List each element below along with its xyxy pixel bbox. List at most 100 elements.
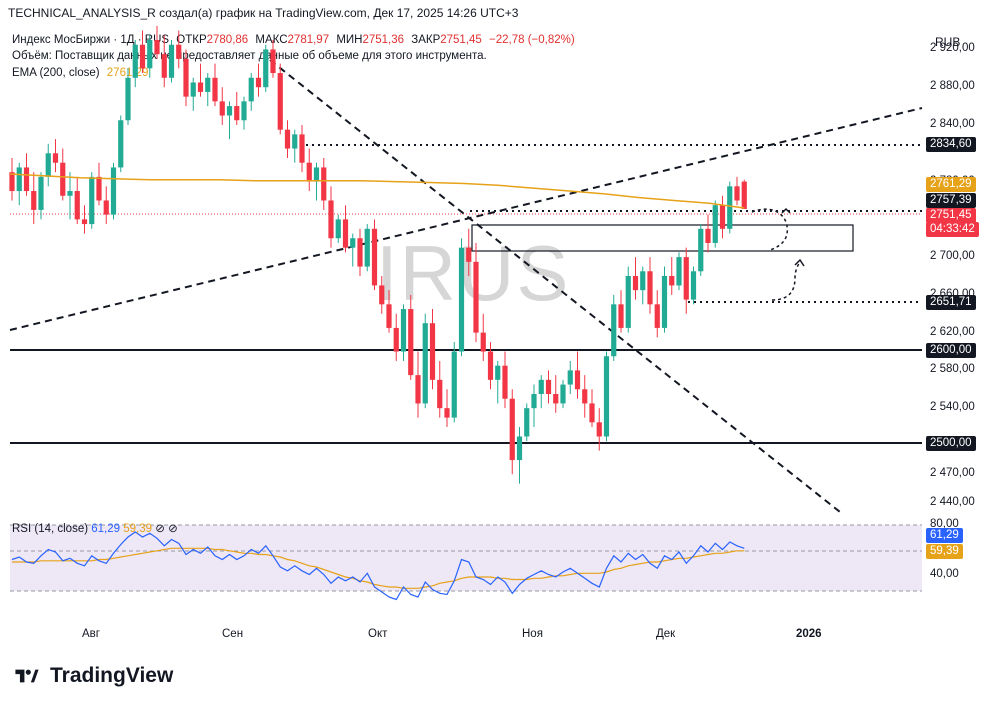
candle-body[interactable] — [727, 186, 733, 229]
candle-body[interactable] — [437, 379, 443, 409]
candle-body[interactable] — [661, 276, 668, 328]
candle-body[interactable] — [9, 172, 15, 192]
rsi-legend[interactable]: RSI (14, close) 61,29 59,39 ⊘ ⊘ — [12, 521, 178, 535]
candle-body[interactable] — [538, 379, 544, 394]
candle-body[interactable] — [313, 167, 320, 182]
candle-body[interactable] — [379, 285, 385, 305]
candle-body[interactable] — [31, 191, 37, 210]
candle-body[interactable] — [197, 82, 204, 92]
candle-body[interactable] — [676, 257, 682, 286]
candle-body[interactable] — [67, 191, 73, 196]
candle-body[interactable] — [147, 40, 153, 69]
candle-body[interactable] — [466, 247, 472, 262]
candle-body[interactable] — [350, 238, 356, 248]
rsi-ma-line[interactable] — [12, 547, 745, 589]
candle-body[interactable] — [132, 44, 138, 78]
candle-body[interactable] — [270, 49, 276, 74]
candle-body[interactable] — [574, 370, 581, 390]
candle-body[interactable] — [386, 304, 392, 328]
candle-body[interactable] — [110, 167, 117, 215]
candle-body[interactable] — [226, 106, 233, 116]
candle-body[interactable] — [524, 408, 530, 437]
candle-body[interactable] — [183, 58, 189, 97]
candle-body[interactable] — [328, 200, 334, 239]
candle-body[interactable] — [96, 176, 102, 201]
candle-body[interactable] — [458, 247, 465, 352]
candle-body[interactable] — [669, 276, 675, 286]
candle-body[interactable] — [509, 398, 515, 461]
candle-body[interactable] — [690, 271, 697, 300]
candle-body[interactable] — [611, 304, 617, 357]
candle-body[interactable] — [23, 167, 30, 192]
descending-trendline[interactable] — [269, 59, 841, 513]
candle-body[interactable] — [255, 77, 262, 88]
candle-body[interactable] — [176, 44, 182, 59]
candle-body[interactable] — [306, 162, 312, 182]
tradingview-logo[interactable]: TradingView — [12, 664, 173, 688]
candle-body[interactable] — [241, 101, 247, 121]
candle-body[interactable] — [560, 384, 566, 404]
candle-body[interactable] — [480, 332, 486, 352]
candle-body[interactable] — [415, 375, 421, 404]
candle-body[interactable] — [473, 261, 479, 333]
candle-body[interactable] — [422, 323, 428, 404]
candle-body[interactable] — [487, 351, 494, 380]
candle-body[interactable] — [357, 238, 363, 267]
candle-body[interactable] — [125, 77, 131, 121]
candle-body[interactable] — [342, 219, 349, 248]
candle-body[interactable] — [495, 365, 501, 380]
candle-body[interactable] — [52, 153, 59, 163]
candle-body[interactable] — [516, 436, 523, 461]
candle-body[interactable] — [118, 120, 124, 168]
candle-body[interactable] — [712, 205, 718, 243]
candle-body[interactable] — [321, 167, 327, 201]
forecast-path-1[interactable] — [751, 208, 789, 251]
candle-body[interactable] — [640, 271, 646, 291]
candle-body[interactable] — [219, 101, 225, 116]
candle-body[interactable] — [103, 200, 109, 215]
rsi-line[interactable] — [11, 531, 745, 601]
candle-body[interactable] — [654, 304, 660, 328]
candle-body[interactable] — [371, 228, 378, 286]
candle-body[interactable] — [190, 82, 196, 97]
candle-body[interactable] — [408, 309, 414, 376]
candle-body[interactable] — [625, 276, 631, 328]
candle-body[interactable] — [444, 408, 450, 418]
candle-body[interactable] — [299, 134, 305, 163]
candle-body[interactable] — [234, 106, 240, 121]
candle-body[interactable] — [277, 73, 283, 130]
candle-body[interactable] — [683, 257, 689, 300]
candle-body[interactable] — [205, 77, 211, 92]
candle-body[interactable] — [705, 228, 711, 243]
candle-body[interactable] — [161, 54, 167, 78]
legend-symbol[interactable]: Индекс МосБиржи · 1Д · RUS — [12, 34, 170, 46]
candle-body[interactable] — [589, 403, 595, 423]
candle-body[interactable] — [364, 228, 370, 267]
candle-body[interactable] — [16, 167, 22, 192]
candle-body[interactable] — [719, 205, 726, 229]
candle-body[interactable] — [81, 219, 88, 225]
candle-body[interactable] — [567, 370, 573, 385]
candle-body[interactable] — [647, 271, 653, 305]
candle-body[interactable] — [292, 134, 298, 149]
candle-body[interactable] — [603, 356, 610, 437]
candle-body[interactable] — [38, 176, 44, 210]
forecast-path-2[interactable] — [771, 261, 801, 301]
candle-body[interactable] — [741, 181, 747, 209]
candle-body[interactable] — [698, 228, 704, 272]
candle-body[interactable] — [502, 365, 508, 399]
candle-body[interactable] — [553, 394, 559, 404]
candle-body[interactable] — [531, 394, 537, 409]
candle-body[interactable] — [212, 77, 218, 102]
candle-body[interactable] — [284, 129, 291, 149]
candle-body[interactable] — [45, 153, 51, 177]
candle-body[interactable] — [545, 379, 552, 394]
candle-body[interactable] — [248, 77, 254, 102]
candle-body[interactable] — [335, 219, 341, 239]
candle-body[interactable] — [60, 162, 66, 196]
currency-label[interactable]: RUB — [935, 35, 961, 49]
ascending-trendline[interactable] — [9, 107, 923, 331]
ema-200-line[interactable] — [9, 173, 745, 209]
candle-body[interactable] — [632, 276, 639, 291]
